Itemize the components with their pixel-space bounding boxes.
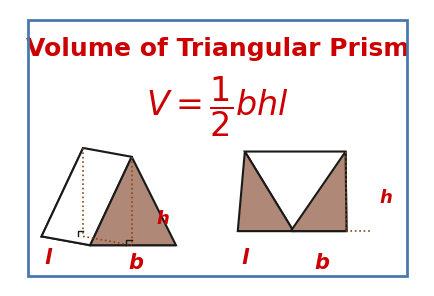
Polygon shape — [244, 152, 346, 231]
Text: l: l — [241, 247, 248, 268]
Polygon shape — [237, 152, 293, 231]
Text: h: h — [379, 189, 392, 207]
Polygon shape — [42, 237, 175, 245]
Polygon shape — [42, 148, 127, 237]
Text: h: h — [156, 210, 169, 228]
Text: Volume of Triangular Prism: Volume of Triangular Prism — [26, 37, 408, 61]
Polygon shape — [42, 148, 132, 245]
Text: b: b — [128, 253, 143, 273]
Text: $\mathit{V} = \dfrac{1}{2}\mathit{bhl}$: $\mathit{V} = \dfrac{1}{2}\mathit{bhl}$ — [146, 75, 288, 139]
Text: l: l — [44, 247, 51, 268]
Text: b: b — [313, 253, 329, 273]
Polygon shape — [90, 157, 175, 245]
Polygon shape — [290, 152, 346, 231]
Polygon shape — [83, 148, 175, 245]
